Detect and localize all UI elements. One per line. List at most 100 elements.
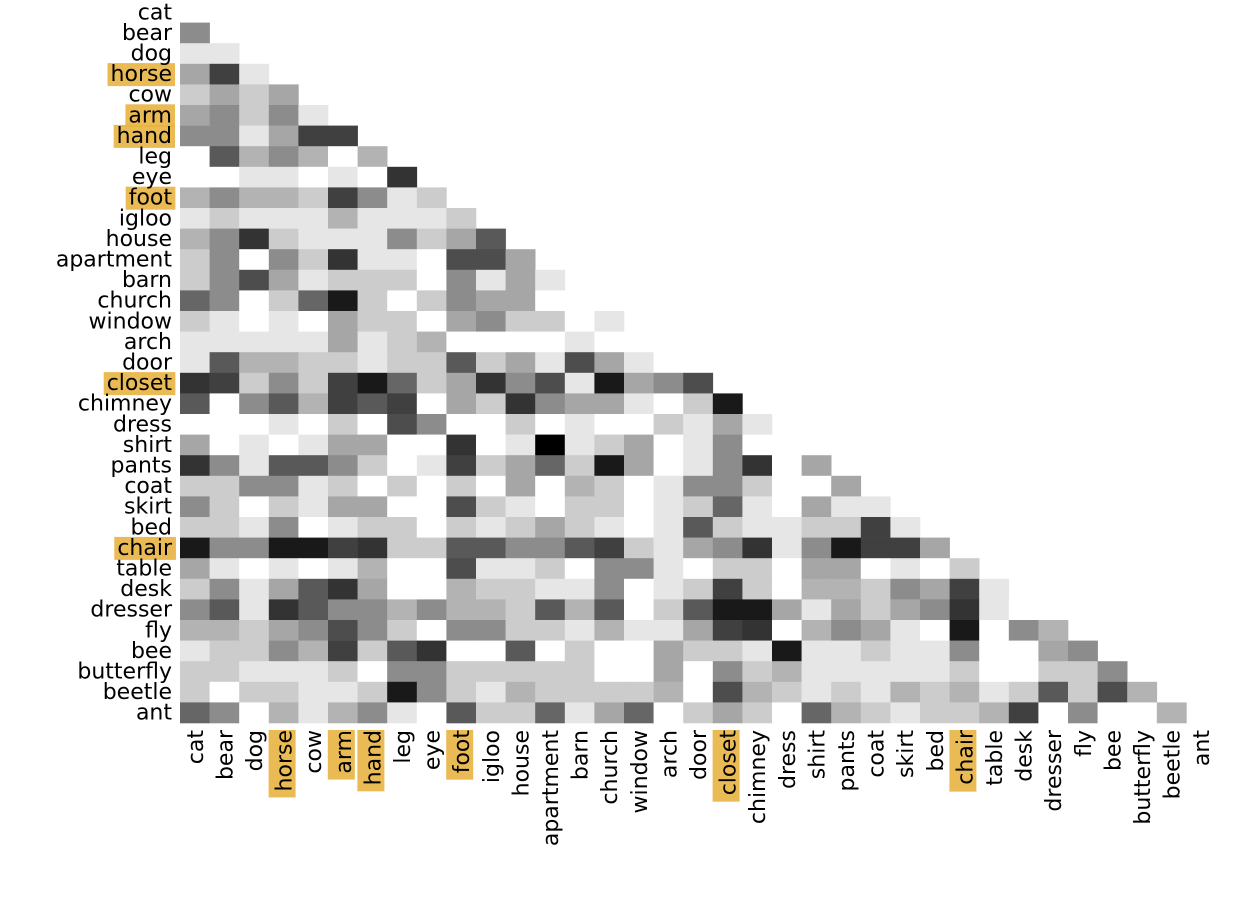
cell	[860, 661, 891, 683]
y-tick-label: hand	[117, 124, 172, 149]
cell	[268, 249, 299, 271]
cell	[180, 208, 210, 229]
y-tick-label: fly	[145, 618, 172, 643]
cell	[535, 311, 566, 332]
cell	[772, 558, 802, 580]
cell	[890, 640, 921, 662]
cell	[712, 414, 743, 435]
cell	[624, 496, 654, 518]
cell	[328, 125, 358, 147]
cell	[180, 228, 210, 250]
cell	[979, 620, 1010, 641]
cell	[209, 125, 240, 147]
cell	[594, 475, 625, 497]
cell	[239, 475, 270, 497]
cell	[476, 331, 506, 353]
cell	[357, 681, 388, 703]
cell	[594, 661, 625, 683]
cell	[505, 578, 536, 600]
cell	[180, 269, 210, 291]
cell	[268, 228, 299, 250]
cell	[564, 372, 595, 394]
cell	[209, 393, 240, 415]
cell	[476, 393, 506, 415]
cell	[535, 558, 566, 580]
cell	[1038, 661, 1069, 683]
cell	[387, 393, 418, 415]
cell	[416, 640, 447, 662]
cell	[209, 166, 240, 188]
cell	[239, 352, 270, 374]
cell	[712, 537, 743, 559]
cell	[298, 208, 329, 229]
label-highlight	[107, 63, 175, 87]
cell	[476, 558, 506, 580]
cell	[298, 352, 329, 374]
cell	[268, 558, 299, 580]
cell	[653, 620, 684, 641]
cell	[890, 661, 921, 683]
cell	[624, 455, 654, 477]
cell	[653, 517, 684, 538]
cell	[564, 393, 595, 415]
cell	[209, 311, 240, 332]
cell	[180, 496, 210, 518]
cell	[416, 620, 447, 641]
cell	[180, 84, 210, 106]
cell	[239, 455, 270, 477]
cell	[920, 599, 950, 621]
cell	[772, 475, 802, 497]
cell	[564, 352, 595, 374]
cell	[268, 393, 299, 415]
cell	[328, 311, 358, 332]
cell	[712, 681, 743, 703]
cell	[328, 578, 358, 600]
label-highlight	[103, 372, 176, 396]
cell	[535, 599, 566, 621]
cell	[268, 331, 299, 353]
cell	[712, 558, 743, 580]
cell	[712, 640, 743, 662]
cell	[387, 455, 418, 477]
y-tick-label: arch	[124, 330, 172, 355]
cell	[209, 352, 240, 374]
cell	[683, 599, 714, 621]
cell	[268, 640, 299, 662]
x-tick-label: foot	[450, 730, 475, 774]
cell	[446, 290, 477, 312]
cell	[328, 187, 358, 209]
cell	[328, 640, 358, 662]
cell	[209, 269, 240, 291]
cell	[298, 434, 329, 456]
cell	[328, 331, 358, 353]
cell	[239, 558, 270, 580]
cell	[476, 599, 506, 621]
cell	[180, 290, 210, 312]
cell	[594, 558, 625, 580]
y-tick-label: apartment	[56, 248, 173, 273]
cell	[268, 434, 299, 456]
cell	[772, 661, 802, 683]
y-tick-label: table	[116, 557, 172, 582]
cell	[387, 558, 418, 580]
cell	[209, 620, 240, 641]
x-tick-label: bed	[924, 730, 949, 771]
cell	[683, 475, 714, 497]
cell	[328, 434, 358, 456]
cell	[890, 558, 921, 580]
cell	[446, 455, 477, 477]
cell	[180, 537, 210, 559]
y-tick-label: leg	[138, 145, 172, 170]
cell	[505, 269, 536, 291]
cell	[860, 640, 891, 662]
cell	[239, 414, 270, 435]
cell	[920, 640, 950, 662]
cell	[268, 146, 299, 168]
cell	[683, 681, 714, 703]
cell	[535, 352, 566, 374]
cell	[298, 620, 329, 641]
cell	[209, 228, 240, 250]
cell	[801, 475, 832, 497]
cell	[357, 166, 388, 188]
cell	[505, 352, 536, 374]
